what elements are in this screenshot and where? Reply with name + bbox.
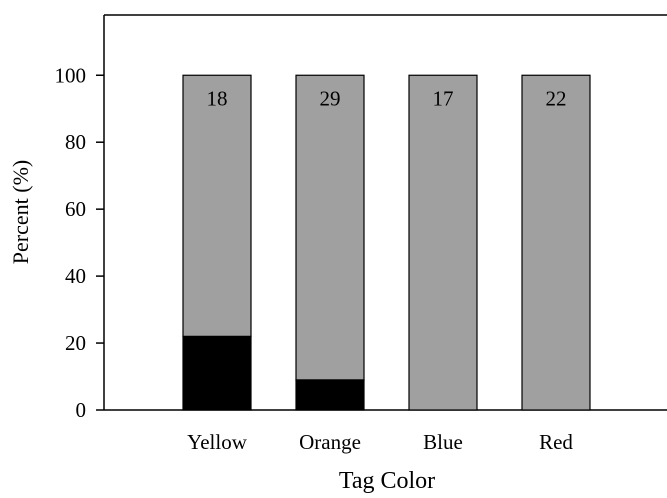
x-axis: Yellow Orange Blue Red	[187, 430, 573, 454]
y-tick-label: 60	[65, 197, 86, 221]
x-tick-label: Orange	[299, 430, 361, 454]
x-tick-label: Red	[539, 430, 573, 454]
bar-count-label: 29	[320, 86, 341, 110]
x-tick-label: Blue	[423, 430, 463, 454]
bars	[182, 74, 591, 411]
y-tick-label: 0	[76, 398, 87, 422]
y-tick-label: 100	[55, 63, 87, 87]
bar-yellow-segment-1	[182, 335, 252, 411]
y-axis-label: Percent (%)	[8, 160, 33, 264]
bar-orange-segment-2	[295, 74, 365, 381]
bar-orange-segment-1	[295, 379, 365, 411]
y-tick-label: 40	[65, 264, 86, 288]
bar-blue-segment-2	[408, 74, 478, 411]
bar-yellow-segment-2	[182, 74, 252, 337]
bar-count-label: 22	[546, 86, 567, 110]
y-axis: 0 20 40 60 80 100	[55, 63, 104, 422]
x-axis-label: Tag Color	[339, 468, 435, 494]
bar-count-label: 18	[207, 86, 228, 110]
y-tick-label: 80	[65, 130, 86, 154]
bar-count-label: 17	[433, 86, 454, 110]
bar-red-segment-2	[521, 74, 591, 411]
x-tick-label: Yellow	[187, 430, 248, 454]
y-tick-label: 20	[65, 331, 86, 355]
bar-count-labels: 18 29 17 22	[207, 86, 567, 110]
